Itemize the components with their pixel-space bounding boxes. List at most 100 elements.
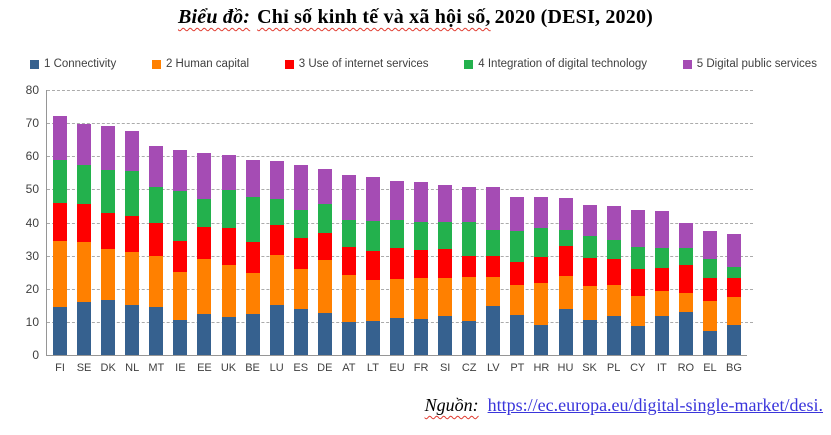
- bar-segment: [510, 231, 525, 262]
- bar-lu: [269, 160, 284, 355]
- bar-segment: [101, 249, 116, 301]
- x-axis-label-si: SI: [439, 362, 451, 374]
- bar-segment: [245, 159, 260, 198]
- bar-segment: [727, 277, 741, 298]
- bar-segment: [221, 189, 236, 228]
- legend-label: 2 Human capital: [165, 58, 250, 70]
- bar-segment: [53, 202, 67, 241]
- bar-bg: [727, 234, 741, 355]
- bar-segment: [125, 305, 140, 355]
- legend-swatch-icon: [682, 59, 692, 69]
- bar-segment: [582, 258, 597, 287]
- x-axis-label-se: SE: [76, 362, 92, 374]
- bar-segment: [678, 222, 693, 248]
- x-axis-label-de: DE: [317, 362, 333, 374]
- x-axis-label-eu: EU: [389, 362, 405, 374]
- gridline-70: [47, 123, 753, 125]
- bar-segment: [510, 285, 525, 316]
- bar-segment: [149, 306, 164, 355]
- x-axis-label-fi: FI: [55, 362, 65, 374]
- bar-segment: [125, 215, 140, 253]
- bar-segment: [77, 302, 92, 355]
- bar-segment: [678, 247, 693, 266]
- bar-segment: [125, 171, 140, 216]
- x-axis-label-it: IT: [656, 362, 667, 374]
- bar-segment: [245, 273, 260, 314]
- bar-segment: [702, 330, 717, 355]
- chart-legend: 1 Connectivity 2 Human capital 3 Use of in…: [30, 58, 817, 70]
- bar-segment: [702, 259, 717, 278]
- bar-segment: [245, 241, 260, 274]
- x-axis-label-uk: UK: [220, 362, 237, 374]
- bar-segment: [606, 259, 621, 286]
- bar-segment: [390, 180, 404, 221]
- bar-segment: [341, 274, 356, 322]
- bar-segment: [221, 264, 236, 317]
- bar-lt: [365, 176, 380, 355]
- bar-segment: [702, 277, 717, 302]
- y-axis-tick-30: 30: [25, 248, 39, 263]
- bar-segment: [534, 197, 549, 228]
- bar-segment: [173, 272, 188, 321]
- bar-segment: [173, 320, 188, 355]
- bar-be: [245, 159, 260, 355]
- bar-de: [317, 169, 332, 355]
- bar-segment: [414, 277, 429, 320]
- x-axis-label-hu: HU: [557, 362, 574, 374]
- bar-se: [77, 124, 92, 355]
- source-label: Nguồn:: [424, 395, 479, 415]
- bar-at: [341, 175, 356, 355]
- bar-segment: [727, 324, 741, 355]
- bar-segment: [341, 219, 356, 248]
- bar-ie: [173, 150, 188, 355]
- legend-label: 4 Integration of digital technology: [478, 58, 648, 70]
- y-axis-tick-70: 70: [25, 116, 39, 131]
- bar-segment: [197, 226, 212, 259]
- bar-lv: [486, 187, 501, 355]
- bar-segment: [654, 291, 669, 316]
- bar-segment: [414, 319, 429, 355]
- bar-fi: [53, 115, 67, 355]
- bar-ee: [197, 152, 212, 355]
- x-axis-label-pt: PT: [510, 362, 525, 374]
- bar-segment: [293, 269, 308, 309]
- bar-segment: [221, 227, 236, 265]
- bar-segment: [486, 187, 501, 230]
- bar-segment: [317, 203, 332, 233]
- bar-segment: [727, 297, 741, 325]
- bar-segment: [197, 258, 212, 314]
- bar-segment: [510, 197, 525, 232]
- bar-segment: [269, 225, 284, 255]
- x-axis-label-be: BE: [245, 362, 260, 374]
- bar-segment: [486, 255, 501, 277]
- x-axis-label-sk: SK: [582, 362, 597, 374]
- title-prefix: Biểu đồ:: [177, 6, 251, 28]
- x-axis-label-hr: HR: [533, 362, 550, 374]
- bar-segment: [341, 175, 356, 220]
- bar-segment: [101, 212, 116, 249]
- bar-segment: [293, 164, 308, 210]
- bar-segment: [702, 301, 717, 331]
- bar-cy: [630, 209, 645, 355]
- bar-segment: [438, 185, 453, 222]
- source-link[interactable]: https://ec.europa.eu/digital-single-mark…: [487, 395, 823, 415]
- bar-segment: [293, 237, 308, 270]
- legend-item-4: 4 Integration of digital technology: [464, 58, 647, 70]
- bar-segment: [317, 260, 332, 313]
- bar-es: [293, 164, 308, 355]
- bar-segment: [486, 306, 501, 355]
- legend-swatch-icon: [151, 59, 161, 69]
- x-axis-label-cy: CY: [630, 362, 646, 374]
- bar-segment: [462, 186, 477, 222]
- bar-segment: [365, 176, 380, 221]
- bar-segment: [245, 313, 260, 355]
- x-axis-label-ee: EE: [197, 362, 212, 374]
- bar-segment: [438, 315, 453, 355]
- bar-eu: [390, 180, 404, 355]
- bar-segment: [582, 235, 597, 259]
- bar-segment: [582, 286, 597, 320]
- bar-mt: [149, 146, 164, 355]
- bar-segment: [269, 199, 284, 226]
- bar-segment: [365, 250, 380, 280]
- x-axis-label-el: EL: [703, 362, 717, 374]
